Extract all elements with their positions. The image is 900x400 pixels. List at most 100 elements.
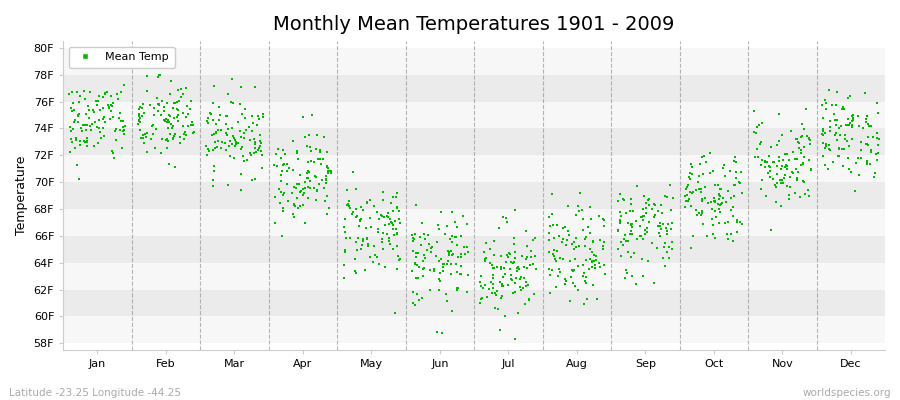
Point — [354, 216, 368, 222]
Point — [788, 165, 803, 172]
Point — [230, 140, 245, 146]
Point — [320, 173, 334, 179]
Point — [803, 137, 817, 144]
Point — [92, 117, 106, 123]
Point — [433, 270, 447, 276]
Point — [542, 266, 556, 272]
Point — [796, 178, 811, 184]
Point — [423, 267, 437, 274]
Point — [713, 185, 727, 192]
Point — [509, 264, 524, 271]
Point — [779, 162, 794, 168]
Point — [552, 266, 566, 272]
Point — [752, 121, 766, 128]
Point — [448, 219, 463, 225]
Bar — [63, 75, 885, 102]
Point — [312, 147, 327, 154]
Point — [508, 336, 523, 342]
Point — [563, 273, 578, 280]
Point — [140, 73, 154, 79]
Point — [374, 236, 389, 242]
Point — [706, 222, 720, 228]
Point — [804, 166, 818, 172]
Point — [385, 246, 400, 253]
Point — [588, 264, 602, 271]
Point — [526, 261, 541, 267]
Point — [747, 108, 761, 114]
Point — [375, 230, 390, 236]
Point — [861, 142, 876, 148]
Point — [151, 101, 166, 107]
Point — [815, 126, 830, 132]
Point — [109, 126, 123, 132]
Point — [550, 247, 564, 254]
Point — [449, 261, 464, 267]
Point — [694, 186, 708, 192]
Point — [727, 193, 742, 200]
Point — [487, 252, 501, 258]
Point — [425, 244, 439, 250]
Point — [282, 165, 296, 171]
Point — [698, 184, 712, 190]
Point — [628, 218, 643, 225]
Point — [683, 188, 698, 195]
Point — [280, 180, 294, 187]
Point — [754, 162, 769, 168]
Point — [372, 261, 386, 267]
Point — [706, 167, 720, 174]
Point — [392, 216, 407, 222]
Point — [758, 158, 772, 165]
Point — [774, 166, 788, 172]
Point — [116, 124, 130, 130]
Point — [509, 268, 524, 274]
Point — [816, 115, 831, 121]
Point — [508, 288, 522, 295]
Point — [556, 224, 571, 231]
Point — [585, 248, 599, 255]
Point — [778, 163, 793, 170]
Point — [93, 107, 107, 114]
Point — [822, 142, 836, 148]
Point — [117, 126, 131, 133]
Point — [682, 169, 697, 176]
Point — [307, 159, 321, 165]
Point — [779, 163, 794, 169]
Point — [619, 267, 634, 274]
Point — [159, 136, 174, 143]
Bar — [63, 48, 885, 75]
Point — [642, 218, 656, 225]
Point — [292, 172, 307, 178]
Point — [779, 183, 794, 189]
Point — [238, 115, 252, 121]
Point — [680, 192, 694, 198]
Point — [486, 264, 500, 271]
Point — [866, 134, 880, 140]
Point — [146, 122, 160, 128]
Point — [633, 223, 647, 229]
Point — [115, 118, 130, 125]
Point — [381, 214, 395, 220]
Point — [694, 212, 708, 218]
Bar — [63, 102, 885, 128]
Point — [680, 184, 694, 190]
Point — [695, 196, 709, 202]
Point — [371, 229, 385, 235]
Point — [634, 233, 648, 240]
Point — [545, 251, 560, 257]
Point — [450, 224, 464, 230]
Point — [349, 206, 364, 212]
Point — [648, 202, 662, 208]
Point — [316, 156, 330, 162]
Point — [769, 199, 783, 205]
Point — [383, 216, 398, 222]
Point — [160, 138, 175, 144]
Point — [778, 151, 792, 157]
Point — [767, 158, 781, 165]
Point — [138, 131, 152, 138]
Point — [86, 143, 101, 150]
Point — [654, 226, 669, 232]
Point — [774, 177, 788, 184]
Point — [504, 259, 518, 265]
Point — [821, 166, 835, 173]
Point — [772, 138, 787, 144]
